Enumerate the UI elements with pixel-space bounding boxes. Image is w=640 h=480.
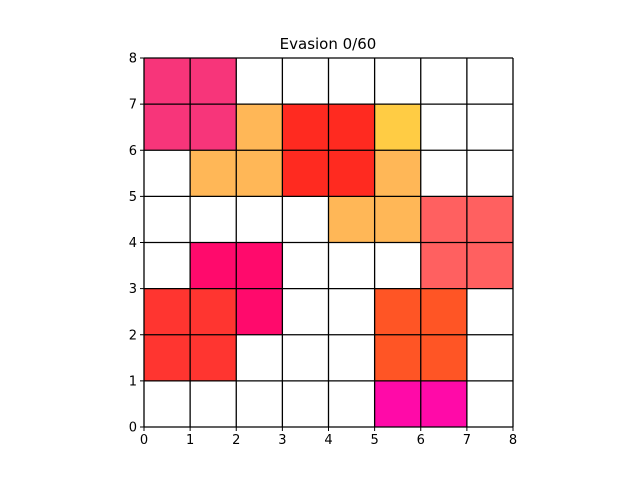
board-cells xyxy=(144,58,513,427)
y-tick-label: 5 xyxy=(129,190,137,205)
cell-empty[interactable] xyxy=(282,288,329,335)
cell-orange-block-center[interactable] xyxy=(328,196,375,243)
cell-crimson-block[interactable] xyxy=(144,334,191,381)
cell-empty[interactable] xyxy=(466,104,513,151)
cell-magenta-block[interactable] xyxy=(236,288,283,335)
x-tick-label: 7 xyxy=(463,433,471,448)
cell-magenta-block[interactable] xyxy=(190,242,237,289)
cell-empty[interactable] xyxy=(144,380,191,427)
cell-pink-block[interactable] xyxy=(190,104,237,151)
cell-orange-block-center[interactable] xyxy=(374,196,421,243)
cell-salmon-block[interactable] xyxy=(420,242,467,289)
cell-empty[interactable] xyxy=(236,334,283,381)
x-tick-label: 0 xyxy=(140,433,148,448)
x-tick-label: 3 xyxy=(278,433,286,448)
cell-red-block[interactable] xyxy=(328,150,375,197)
cell-empty[interactable] xyxy=(374,242,421,289)
cell-vermilion-block[interactable] xyxy=(374,288,421,335)
cell-empty[interactable] xyxy=(328,288,375,335)
x-tick-label: 5 xyxy=(370,433,378,448)
cell-salmon-block[interactable] xyxy=(420,196,467,243)
x-tick-label: 6 xyxy=(417,433,425,448)
cell-pink-block[interactable] xyxy=(144,104,191,151)
x-tick-label: 1 xyxy=(186,433,194,448)
cell-yellow-block[interactable] xyxy=(374,104,421,151)
x-tick-label: 8 xyxy=(509,433,517,448)
cell-pink-block[interactable] xyxy=(190,58,237,105)
board-gridlines xyxy=(143,57,514,428)
cell-empty[interactable] xyxy=(420,104,467,151)
cell-light-orange-block[interactable] xyxy=(190,150,237,197)
cell-empty[interactable] xyxy=(374,58,421,105)
y-tick-label: 1 xyxy=(129,374,137,389)
y-tick-label: 7 xyxy=(129,98,137,113)
cell-fuchsia-block[interactable] xyxy=(374,380,421,427)
y-tick-label: 3 xyxy=(129,282,137,297)
y-axis-ticks: 0 1 2 3 4 5 6 7 8 xyxy=(129,52,144,436)
cell-red-block[interactable] xyxy=(282,104,329,151)
cell-empty[interactable] xyxy=(236,380,283,427)
cell-empty[interactable] xyxy=(144,196,191,243)
y-tick-label: 0 xyxy=(129,421,137,436)
cell-empty[interactable] xyxy=(466,380,513,427)
cell-empty[interactable] xyxy=(282,334,329,381)
cell-empty[interactable] xyxy=(236,196,283,243)
cell-empty[interactable] xyxy=(282,58,329,105)
cell-light-orange-block[interactable] xyxy=(236,104,283,151)
cell-empty[interactable] xyxy=(466,58,513,105)
cell-empty[interactable] xyxy=(328,58,375,105)
cell-crimson-block[interactable] xyxy=(190,288,237,335)
cell-empty[interactable] xyxy=(282,242,329,289)
y-tick-label: 2 xyxy=(129,328,137,343)
cell-vermilion-block[interactable] xyxy=(420,334,467,381)
x-axis-ticks: 0 1 2 3 4 5 6 7 8 xyxy=(140,427,517,448)
cell-crimson-block[interactable] xyxy=(190,334,237,381)
cell-empty[interactable] xyxy=(328,242,375,289)
y-tick-label: 8 xyxy=(129,52,137,67)
game-title: Evasion 0/60 xyxy=(280,35,377,53)
cell-vermilion-block[interactable] xyxy=(374,334,421,381)
cell-empty[interactable] xyxy=(466,150,513,197)
cell-salmon-block[interactable] xyxy=(466,242,513,289)
cell-empty[interactable] xyxy=(190,380,237,427)
cell-red-block[interactable] xyxy=(328,104,375,151)
cell-magenta-block[interactable] xyxy=(236,242,283,289)
cell-red-block[interactable] xyxy=(282,150,329,197)
cell-empty[interactable] xyxy=(328,334,375,381)
cell-empty[interactable] xyxy=(466,288,513,335)
cell-vermilion-block[interactable] xyxy=(420,288,467,335)
cell-salmon-block[interactable] xyxy=(466,196,513,243)
x-tick-label: 4 xyxy=(324,433,332,448)
cell-light-orange-block[interactable] xyxy=(236,150,283,197)
cell-empty[interactable] xyxy=(420,150,467,197)
cell-crimson-block[interactable] xyxy=(144,288,191,335)
cell-orange-block-center[interactable] xyxy=(374,150,421,197)
cell-empty[interactable] xyxy=(420,58,467,105)
cell-empty[interactable] xyxy=(328,380,375,427)
cell-empty[interactable] xyxy=(282,380,329,427)
y-tick-label: 4 xyxy=(129,236,137,251)
cell-empty[interactable] xyxy=(466,334,513,381)
cell-pink-block[interactable] xyxy=(144,58,191,105)
cell-fuchsia-block[interactable] xyxy=(420,380,467,427)
cell-empty[interactable] xyxy=(236,58,283,105)
x-tick-label: 2 xyxy=(232,433,240,448)
cell-empty[interactable] xyxy=(282,196,329,243)
cell-empty[interactable] xyxy=(190,196,237,243)
cell-empty[interactable] xyxy=(144,150,191,197)
y-tick-label: 6 xyxy=(129,144,137,159)
cell-empty[interactable] xyxy=(144,242,191,289)
